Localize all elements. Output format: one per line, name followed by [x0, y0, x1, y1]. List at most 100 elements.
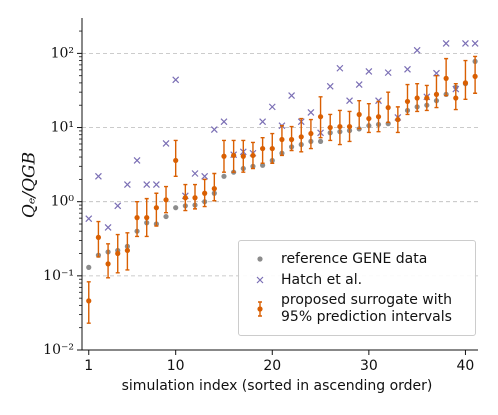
cross-point: [201, 172, 209, 180]
y-tick-label: 10¹: [51, 120, 74, 136]
cross-point: [162, 140, 170, 147]
point: [260, 162, 266, 168]
legend-item: reference GENE data: [247, 250, 467, 268]
cross-point: [442, 40, 450, 47]
point: [375, 114, 382, 120]
point: [231, 152, 237, 159]
point: [153, 205, 159, 211]
point: [192, 195, 198, 201]
error-bar: [106, 243, 111, 279]
point: [337, 123, 343, 130]
cross-point: [133, 157, 141, 164]
legend-marker: [256, 276, 264, 284]
cross-point: [220, 118, 228, 126]
cross-point: [172, 76, 180, 84]
cross-point: [346, 97, 353, 105]
cross-point: [268, 103, 276, 111]
point: [115, 250, 121, 257]
cross-point: [355, 81, 363, 88]
cross-point: [143, 181, 151, 189]
cross-point: [210, 126, 218, 133]
point: [366, 115, 372, 122]
point: [395, 116, 401, 123]
cross-point: [288, 92, 296, 99]
point: [202, 190, 208, 196]
point: [288, 136, 295, 143]
point: [86, 298, 92, 304]
point: [134, 215, 140, 221]
legend-label: proposed surrogate with 95% prediction i…: [281, 292, 453, 325]
cross-point: [326, 82, 334, 90]
cross-point: [152, 181, 160, 189]
legend-dot: [257, 306, 263, 312]
cross-point: [375, 97, 382, 105]
point: [221, 153, 227, 159]
legend-marker: [257, 256, 263, 262]
point: [298, 134, 304, 140]
x-tick-label: 1: [84, 358, 93, 374]
legend-label: Hatch et al.: [281, 271, 363, 288]
cross-point: [114, 202, 122, 210]
legend-dot: [257, 256, 263, 262]
y-tick-label: 10⁻²: [43, 342, 74, 358]
legend-item: proposed surrogate with 95% prediction i…: [247, 292, 467, 326]
point: [404, 98, 411, 105]
point: [163, 213, 169, 220]
point: [346, 123, 353, 130]
point: [414, 95, 420, 101]
x-tick-label: 10: [167, 358, 185, 374]
point: [453, 95, 459, 101]
x-tick-label: 40: [457, 358, 475, 374]
error-bar: [463, 59, 468, 101]
point: [317, 138, 324, 145]
legend: reference GENE data Hatch et al. proposed …: [238, 240, 476, 336]
cross-point: [259, 118, 267, 126]
cross-point: [365, 68, 373, 75]
point: [462, 80, 469, 86]
cross-point: [123, 181, 131, 189]
point: [250, 152, 256, 159]
point: [221, 173, 227, 179]
point: [308, 130, 314, 137]
point: [472, 73, 478, 79]
point: [173, 157, 179, 164]
x-tick-label: 30: [360, 358, 378, 374]
point: [269, 145, 275, 152]
x-tick-label: 20: [263, 358, 281, 374]
point: [433, 91, 440, 97]
cross-point: [336, 64, 344, 72]
error-bar: [434, 75, 439, 109]
cross-point: [471, 40, 479, 47]
point: [86, 264, 92, 270]
point: [424, 95, 430, 101]
point: [95, 234, 102, 240]
y-tick-label: 10⁻¹: [43, 268, 74, 284]
point: [211, 186, 217, 192]
point: [105, 261, 111, 267]
cross-point: [413, 46, 421, 54]
cross-point: [104, 223, 112, 231]
y-tick-label: 10⁰: [51, 194, 75, 210]
x-axis-label: simulation index (sorted in ascending or…: [122, 378, 433, 394]
point: [144, 215, 150, 221]
cross-point: [85, 215, 93, 223]
point: [260, 145, 266, 152]
cross-point: [462, 40, 469, 47]
point: [279, 136, 285, 143]
point: [327, 124, 333, 131]
point: [356, 111, 362, 118]
cross-point: [191, 170, 199, 177]
legend-cross: [256, 276, 264, 284]
point: [240, 153, 246, 159]
cross-point: [94, 172, 102, 180]
cross-point: [404, 65, 411, 73]
legend-label: reference GENE data: [281, 250, 428, 267]
y-tick-label: 10²: [51, 45, 74, 61]
y-axis-label: Qₑ/QGB: [20, 152, 40, 218]
legend-item: Hatch et al.: [247, 271, 467, 289]
point: [317, 114, 324, 120]
point: [124, 247, 130, 254]
cross-point: [307, 108, 315, 116]
